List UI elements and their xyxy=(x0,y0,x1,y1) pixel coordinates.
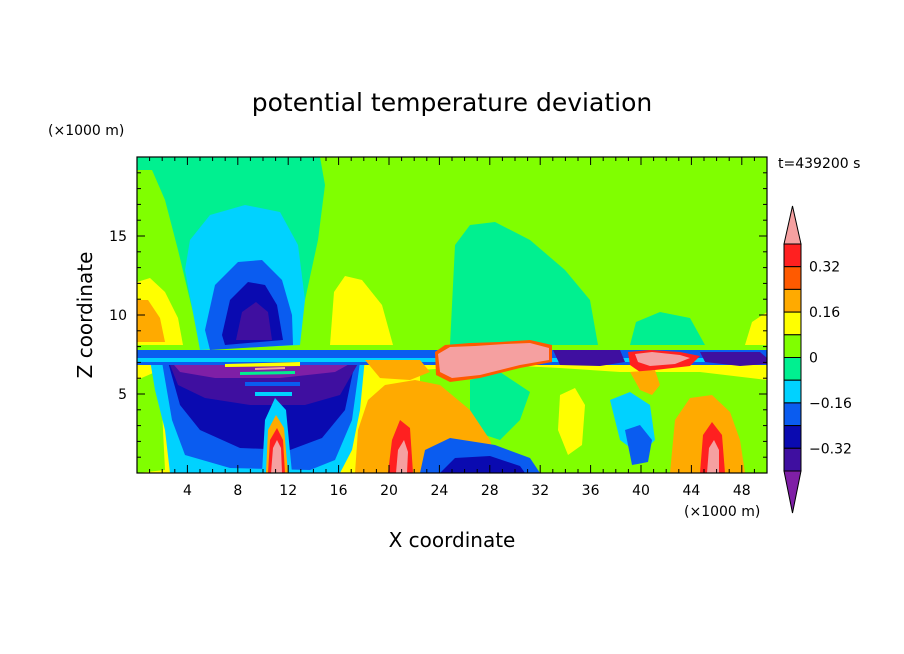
colorbar-box xyxy=(783,402,802,427)
colorbar-box xyxy=(783,447,802,472)
colorbar-label: −0.16 xyxy=(809,396,852,412)
contour-stripe-5 xyxy=(255,392,292,396)
contour-pink-lower-center xyxy=(396,440,408,473)
plot-area xyxy=(136,156,768,474)
y-axis: 5 10 15 xyxy=(109,172,767,458)
colorbar-box xyxy=(783,357,802,381)
x-tick-label: 48 xyxy=(733,483,751,499)
contour-pink-column xyxy=(271,440,282,473)
x-tick-label: 40 xyxy=(632,483,650,499)
x-tick-label: 20 xyxy=(380,483,398,499)
x-tick-label: 4 xyxy=(183,483,192,499)
x-tick-label: 12 xyxy=(279,483,297,499)
colorbar-box xyxy=(783,379,802,404)
y-tick-label: 15 xyxy=(109,229,127,245)
contour-darkblue-lower-center xyxy=(440,456,525,473)
x-tick-label: 44 xyxy=(682,483,700,499)
x-tick-label: 28 xyxy=(481,483,499,499)
contour-orange-upper-left xyxy=(137,300,165,342)
contour-green-bump-far-right xyxy=(630,312,705,345)
colorbar-label: 0.16 xyxy=(809,305,840,321)
x-unit-label: (×1000 m) xyxy=(684,504,760,520)
colorbar: 0.32 0.16 0 −0.16 −0.32 xyxy=(783,205,852,514)
colorbar-label: 0.32 xyxy=(809,260,840,276)
colorbar-box xyxy=(783,334,802,358)
x-axis-label: X coordinate xyxy=(389,528,516,552)
x-tick-label: 16 xyxy=(330,483,348,499)
colorbar-top-triangle xyxy=(783,205,802,245)
contour-pink-cap-right-inner xyxy=(438,343,549,378)
contour-stripe-3 xyxy=(255,367,285,370)
x-tick-label: 32 xyxy=(531,483,549,499)
colorbar-box xyxy=(783,266,802,290)
y-axis-label: Z coordinate xyxy=(73,252,97,379)
colorbar-box xyxy=(783,311,802,336)
contour-lower-yellow-blob xyxy=(558,388,585,455)
contour-pink-lower-right xyxy=(707,440,719,473)
colorbar-bottom-triangle xyxy=(783,470,802,514)
contour-yellow-upper-mid xyxy=(330,276,393,345)
contour-orange-far-right xyxy=(630,370,660,395)
contour-stripe-2 xyxy=(240,371,295,375)
colorbar-box xyxy=(783,288,802,313)
contour-yellow-upper-right xyxy=(745,312,767,345)
x-axis: 4 8 12 16 20 24 28 32 36 40 44 48 xyxy=(149,157,755,499)
contour-lower-cyan-mid xyxy=(470,372,530,440)
contour-inversion-orange-left xyxy=(365,360,430,380)
colorbar-box xyxy=(783,243,802,268)
y-tick-label: 10 xyxy=(109,308,127,324)
colorbar-label: 0 xyxy=(809,351,818,367)
contour-fills xyxy=(137,157,767,473)
contour-lower-blue-blob xyxy=(625,425,652,465)
contour-stripe-4 xyxy=(245,382,300,386)
contour-pink-cap-far-right xyxy=(635,352,690,366)
x-tick-label: 24 xyxy=(430,483,448,499)
contour-green-plume-right xyxy=(450,222,598,345)
x-tick-label: 36 xyxy=(582,483,600,499)
colorbar-box xyxy=(783,425,802,449)
chart-title: potential temperature deviation xyxy=(252,88,652,117)
y-tick-label: 5 xyxy=(118,387,127,403)
contour-indigo-band-mid xyxy=(553,350,625,366)
y-unit-label: (×1000 m) xyxy=(48,123,124,139)
colorbar-label: −0.32 xyxy=(809,441,852,457)
x-tick-label: 8 xyxy=(233,483,242,499)
contour-upper-indigo-left xyxy=(236,302,272,340)
contour-stripe-1 xyxy=(225,362,300,367)
contour-indigo-band-right xyxy=(700,352,767,366)
time-label: t=439200 s xyxy=(778,156,860,172)
